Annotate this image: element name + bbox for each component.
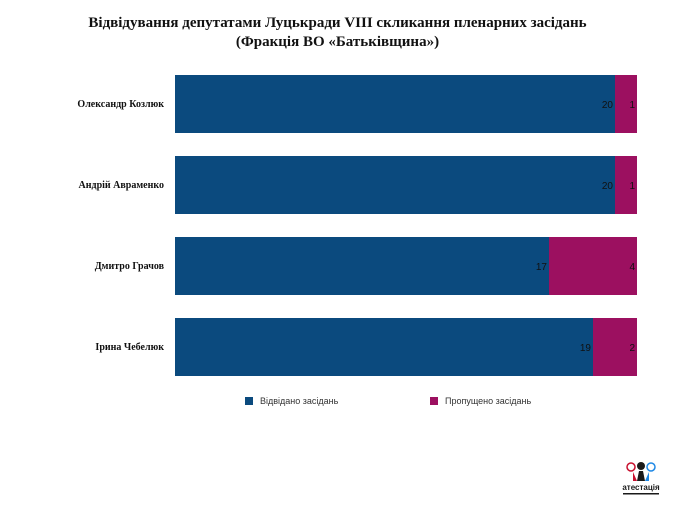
legend-label-attended: Відвідано засідань bbox=[260, 396, 339, 406]
bar-attended bbox=[175, 156, 615, 214]
legend-swatch-attended bbox=[245, 397, 253, 405]
bar-attended bbox=[175, 75, 615, 133]
data-label-attended: 19 bbox=[580, 343, 592, 354]
category-label: Ірина Чебелюк bbox=[95, 342, 164, 353]
bar-missed bbox=[549, 237, 637, 295]
atestatsiia-logo-icon: атестація bbox=[622, 462, 660, 495]
data-label-missed: 4 bbox=[629, 262, 635, 273]
bar-attended bbox=[175, 237, 549, 295]
category-label: Олександр Козлюк bbox=[77, 99, 164, 110]
chart-title-line1: Відвідування депутатами Луцькради VIII с… bbox=[88, 15, 587, 31]
bar-missed bbox=[615, 156, 637, 214]
legend: Відвідано засідань Пропущено засідань bbox=[0, 396, 675, 410]
legend-swatch-missed bbox=[430, 397, 438, 405]
logo-text: атестація bbox=[622, 483, 660, 492]
data-label-attended: 20 bbox=[602, 181, 614, 192]
chart-title-line2: (Фракція ВО «Батьківщина») bbox=[235, 34, 440, 50]
bar-missed bbox=[615, 75, 637, 133]
data-label-missed: 1 bbox=[629, 181, 635, 192]
data-label-missed: 2 bbox=[629, 343, 635, 354]
atestatsiia-logo: атестація bbox=[619, 459, 663, 499]
legend-label-missed: Пропущено засідань bbox=[445, 396, 532, 406]
legend-item-attended: Відвідано засідань bbox=[245, 396, 338, 406]
data-label-attended: 17 bbox=[536, 262, 548, 273]
category-label: Дмитро Грачов bbox=[95, 261, 165, 272]
bar-attended bbox=[175, 318, 593, 376]
bar-missed bbox=[593, 318, 637, 376]
category-label: Андрій Авраменко bbox=[79, 180, 164, 191]
data-label-attended: 20 bbox=[602, 100, 614, 111]
chart-title: Відвідування депутатами Луцькради VIII с… bbox=[0, 14, 675, 52]
data-label-missed: 1 bbox=[629, 100, 635, 111]
legend-item-missed: Пропущено засідань bbox=[430, 396, 531, 406]
